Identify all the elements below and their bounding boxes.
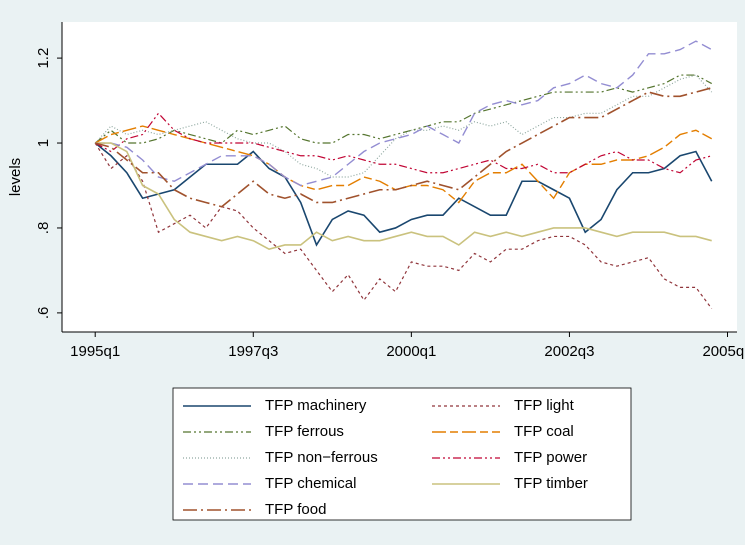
y-axis-title: levels: [7, 158, 24, 196]
legend-label: TFP chemical: [265, 475, 356, 492]
series-line: [94, 74, 712, 144]
legend-label: TFP food: [265, 501, 326, 518]
legend-label: TFP non−ferrous: [265, 449, 378, 466]
legend-label: TFP power: [514, 449, 587, 466]
legend: [172, 387, 632, 521]
y-tick-label: 1: [35, 139, 52, 147]
x-tick-label: 1997q3: [228, 343, 278, 360]
y-tick-label: 1.2: [35, 48, 52, 69]
x-tick-label: 2000q1: [386, 343, 436, 360]
x-tick-label: 2005q1: [702, 343, 745, 360]
y-tick-label: .8: [35, 222, 52, 235]
legend-label: TFP machinery: [265, 397, 367, 414]
series-line: [94, 142, 713, 247]
y-tick-label: .6: [35, 307, 52, 320]
series-line: [95, 40, 713, 187]
series-line: [95, 142, 712, 251]
series-line: [94, 87, 712, 208]
legend-label: TFP light: [514, 397, 575, 414]
plot-area: [62, 22, 737, 332]
series-line: [94, 112, 712, 174]
series-line: [94, 142, 713, 309]
series-line: [94, 74, 713, 178]
x-tick-label: 1995q1: [70, 343, 120, 360]
legend-label: TFP coal: [514, 423, 574, 440]
legend-label: TFP timber: [514, 475, 588, 492]
x-tick-label: 2002q3: [544, 343, 594, 360]
legend-label: TFP ferrous: [265, 423, 344, 440]
